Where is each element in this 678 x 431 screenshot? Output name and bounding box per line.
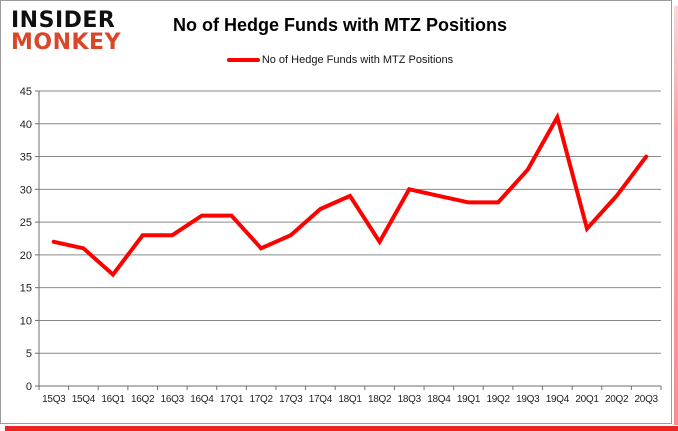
x-tick-label: 20Q3 bbox=[635, 394, 659, 405]
logo-line-monkey: MONKEY bbox=[11, 29, 122, 55]
x-tick-label: 16Q2 bbox=[131, 394, 155, 405]
x-tick-label: 19Q2 bbox=[486, 394, 510, 405]
y-tick-label: 20 bbox=[20, 250, 32, 262]
y-tick-label: 25 bbox=[20, 217, 32, 229]
x-tick-label: 20Q2 bbox=[605, 394, 629, 405]
x-tick-label: 15Q3 bbox=[42, 394, 66, 405]
x-tick-label: 18Q2 bbox=[368, 394, 392, 405]
x-tick-label: 15Q4 bbox=[72, 394, 96, 405]
x-tick-label: 16Q1 bbox=[101, 394, 125, 405]
x-tick-label: 16Q3 bbox=[161, 394, 185, 405]
legend: No of Hedge Funds with MTZ Positions bbox=[1, 54, 678, 66]
drop-shadow-right bbox=[674, 6, 678, 425]
x-tick-label: 18Q4 bbox=[427, 394, 451, 405]
x-tick-label: 19Q4 bbox=[546, 394, 570, 405]
y-tick-label: 15 bbox=[20, 283, 32, 295]
chart-title: No of Hedge Funds with MTZ Positions bbox=[173, 15, 507, 35]
insider-monkey-logo: INSIDER MONKEY bbox=[11, 10, 121, 53]
y-tick-label: 40 bbox=[20, 119, 32, 131]
legend-line-swatch bbox=[226, 58, 260, 62]
y-tick-label: 30 bbox=[20, 184, 32, 196]
x-tick-label: 17Q2 bbox=[250, 394, 274, 405]
x-tick-label: 20Q1 bbox=[575, 394, 599, 405]
y-tick-label: 0 bbox=[26, 381, 32, 393]
drop-shadow-bottom bbox=[5, 426, 678, 431]
series-line bbox=[51, 111, 649, 278]
legend-label: No of Hedge Funds with MTZ Positions bbox=[261, 54, 454, 66]
x-tick-label: 16Q4 bbox=[190, 394, 214, 405]
line-chart-plot: 0 5 10 15 20 25 30 35 40 45 15Q3 15Q4 16Q1 16Q2 16Q3 16… bbox=[20, 86, 662, 405]
chart-panel: INSIDER MONKEY No of Hedge Funds with MT… bbox=[0, 0, 672, 424]
x-tick-label: 17Q4 bbox=[309, 394, 333, 405]
y-tick-label: 45 bbox=[20, 86, 32, 98]
y-tick-label: 10 bbox=[20, 315, 32, 327]
y-tick-label: 5 bbox=[26, 348, 32, 360]
x-tick-label: 19Q3 bbox=[516, 394, 540, 405]
x-tick-label: 19Q1 bbox=[457, 394, 481, 405]
x-tick-label: 17Q1 bbox=[220, 394, 244, 405]
x-tick-label: 18Q1 bbox=[338, 394, 362, 405]
logo-line-insider: INSIDER bbox=[11, 8, 116, 33]
y-tick-label: 35 bbox=[20, 152, 32, 164]
x-tick-label: 17Q3 bbox=[279, 394, 303, 405]
x-tick-label: 18Q3 bbox=[398, 394, 422, 405]
